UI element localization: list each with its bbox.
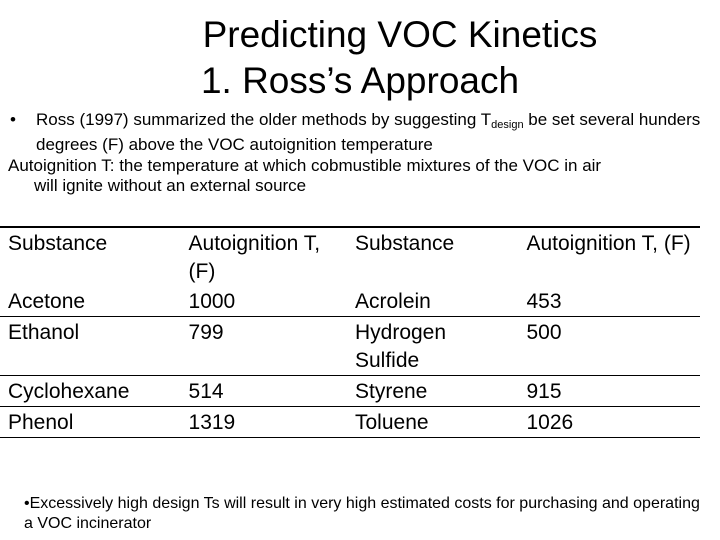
table-cell: 1000 — [188, 290, 236, 313]
definition-line-1: Autoignition T: the temperature at which… — [8, 156, 602, 175]
table-cell: Toluene — [354, 411, 429, 434]
definition-line-2: will ignite without an external source — [34, 176, 307, 195]
table-cell: Cyclohexane — [8, 380, 130, 403]
table-row: Acetone 1000 Acrolein 453 — [0, 286, 700, 317]
table-cell: 514 — [188, 380, 224, 403]
table-header-row: Substance Autoignition T, (F) Substance … — [0, 227, 700, 286]
header-substance-1: Substance — [8, 232, 108, 255]
table-cell: 1026 — [526, 411, 574, 434]
title-line-2: 1. Ross’s Approach — [200, 60, 520, 101]
table-cell: Acrolein — [354, 290, 431, 313]
bullet-marker: • — [10, 110, 16, 129]
table-cell: 915 — [526, 380, 562, 403]
table-cell: 453 — [526, 290, 562, 313]
table-cell: 1319 — [188, 411, 236, 434]
table-cell: Styrene — [354, 380, 428, 403]
table-row: Cyclohexane 514 Styrene 915 — [0, 376, 700, 407]
table-row: Ethanol 799 Hydrogen Sulfide 500 — [0, 317, 700, 376]
autoignition-table: Substance Autoignition T, (F) Substance … — [0, 226, 700, 438]
table-cell: 799 — [188, 321, 224, 344]
intro-text: • Ross (1997) summarized the older metho… — [8, 110, 708, 196]
table-cell: 500 — [526, 321, 562, 344]
bullet-text-before: Ross (1997) summarized the older methods… — [36, 110, 492, 129]
ross-bullet-text: Ross (1997) summarized the older methods… — [36, 110, 708, 155]
autoignition-definition: Autoignition T: the temperature at which… — [8, 156, 708, 196]
table-row: Phenol 1319 Toluene 1026 — [0, 407, 700, 438]
table-cell: Acetone — [8, 290, 86, 313]
ross-bullet: • Ross (1997) summarized the older metho… — [8, 110, 708, 155]
slide-title: Predicting VOC Kinetics 1. Ross’s Approa… — [0, 12, 720, 104]
title-line-1: Predicting VOC Kinetics — [202, 14, 598, 55]
header-autoignition-2: Autoignition T, (F) — [526, 232, 691, 255]
header-autoignition-1: Autoignition T, (F) — [188, 232, 321, 283]
bullet-text-after: be set several hunders degrees (F) above… — [36, 110, 701, 154]
table-cell: Ethanol — [8, 321, 80, 344]
table-cell: Hydrogen Sulfide — [354, 321, 447, 372]
design-subscript: design — [491, 119, 524, 131]
header-substance-2: Substance — [354, 232, 455, 255]
cost-note: •Excessively high design Ts will result … — [24, 495, 700, 532]
table-cell: Phenol — [8, 411, 74, 434]
